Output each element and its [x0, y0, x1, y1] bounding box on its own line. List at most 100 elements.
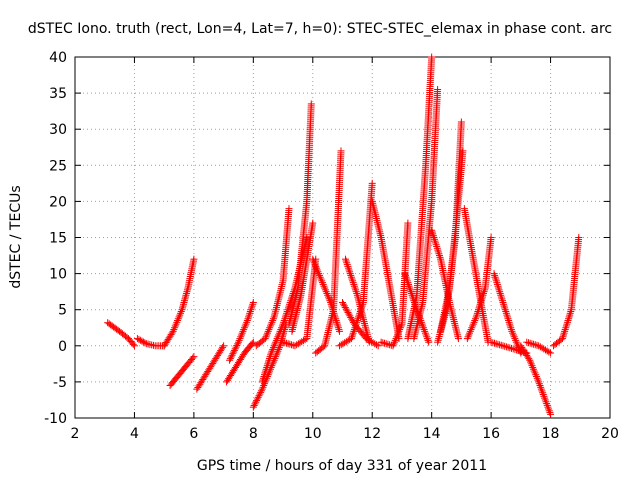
data-point	[434, 85, 442, 93]
data-point	[545, 348, 553, 356]
data-point	[566, 311, 574, 319]
data-point	[492, 275, 500, 283]
data-point	[321, 284, 329, 292]
data-point	[312, 264, 320, 272]
data-point	[310, 257, 318, 265]
data-point	[560, 329, 568, 337]
data-point	[339, 300, 347, 308]
data-point	[242, 320, 250, 328]
data-point	[283, 308, 291, 316]
data-point	[355, 313, 363, 321]
data-point	[420, 326, 428, 334]
data-point	[511, 345, 519, 353]
data-point	[345, 266, 353, 274]
data-point	[177, 308, 185, 316]
data-point	[315, 271, 323, 279]
data-point	[502, 308, 510, 316]
data-point	[503, 311, 511, 319]
data-point	[478, 293, 486, 301]
data-point	[232, 343, 240, 351]
data-point	[529, 363, 537, 371]
data-point	[496, 288, 504, 296]
data-point	[240, 326, 248, 334]
data-point	[465, 331, 473, 339]
data-point	[234, 340, 242, 348]
data-point	[139, 338, 147, 346]
data-point	[344, 262, 352, 270]
data-point	[351, 284, 359, 292]
data-point	[392, 335, 400, 343]
data-point	[282, 339, 290, 347]
data-point	[567, 308, 575, 316]
data-point	[336, 327, 344, 335]
data-point	[315, 270, 323, 278]
data-point	[309, 219, 317, 227]
data-point	[268, 318, 276, 326]
data-points	[104, 53, 583, 418]
data-point	[497, 291, 505, 299]
data-point	[532, 372, 540, 380]
data-point	[177, 309, 185, 317]
data-point	[563, 320, 571, 328]
data-point	[320, 282, 328, 290]
data-point	[542, 398, 550, 406]
data-point	[434, 248, 442, 256]
data-point	[402, 273, 410, 281]
data-point	[348, 275, 356, 283]
data-point	[509, 331, 517, 339]
data-point	[283, 309, 291, 317]
data-point	[491, 271, 499, 279]
y-tick-label: 10	[49, 267, 67, 283]
data-point	[479, 289, 487, 297]
data-point	[286, 298, 294, 306]
data-point	[502, 343, 510, 351]
data-point	[432, 239, 440, 247]
data-point	[247, 306, 255, 314]
x-tick-label: 2	[71, 426, 80, 442]
data-point	[352, 286, 360, 294]
data-point	[526, 339, 534, 347]
data-point	[525, 355, 533, 363]
data-point	[135, 335, 143, 343]
data-point	[260, 382, 268, 390]
data-point	[561, 327, 569, 335]
data-point	[559, 333, 567, 341]
data-point	[538, 387, 546, 395]
data-point	[286, 340, 294, 348]
data-point	[406, 284, 414, 292]
data-point	[423, 335, 431, 343]
x-tick-label: 20	[601, 426, 619, 442]
data-point	[263, 363, 271, 371]
data-point	[432, 241, 440, 249]
data-point	[343, 261, 351, 269]
data-point	[346, 312, 354, 320]
data-point	[540, 392, 548, 400]
data-point	[384, 340, 392, 348]
data-point	[421, 327, 429, 335]
data-point	[560, 331, 568, 339]
data-point	[345, 310, 353, 318]
data-point	[273, 335, 281, 343]
data-point	[258, 378, 266, 386]
data-point	[507, 326, 515, 334]
data-point	[274, 347, 282, 355]
data-point	[241, 322, 249, 330]
data-point	[245, 311, 253, 319]
data-point	[506, 344, 514, 352]
data-point	[433, 244, 441, 252]
data-point	[324, 293, 332, 301]
data-point	[530, 367, 538, 375]
data-point	[502, 309, 510, 317]
data-point	[503, 313, 511, 321]
data-point	[259, 376, 267, 384]
y-tick-label: -5	[53, 375, 67, 391]
data-point	[348, 315, 356, 323]
data-point	[249, 300, 257, 308]
data-point	[477, 297, 485, 305]
data-point	[350, 282, 358, 290]
data-point	[563, 318, 571, 326]
data-point	[262, 367, 270, 375]
data-point	[546, 409, 554, 417]
data-point	[510, 333, 518, 341]
data-point	[499, 342, 507, 350]
